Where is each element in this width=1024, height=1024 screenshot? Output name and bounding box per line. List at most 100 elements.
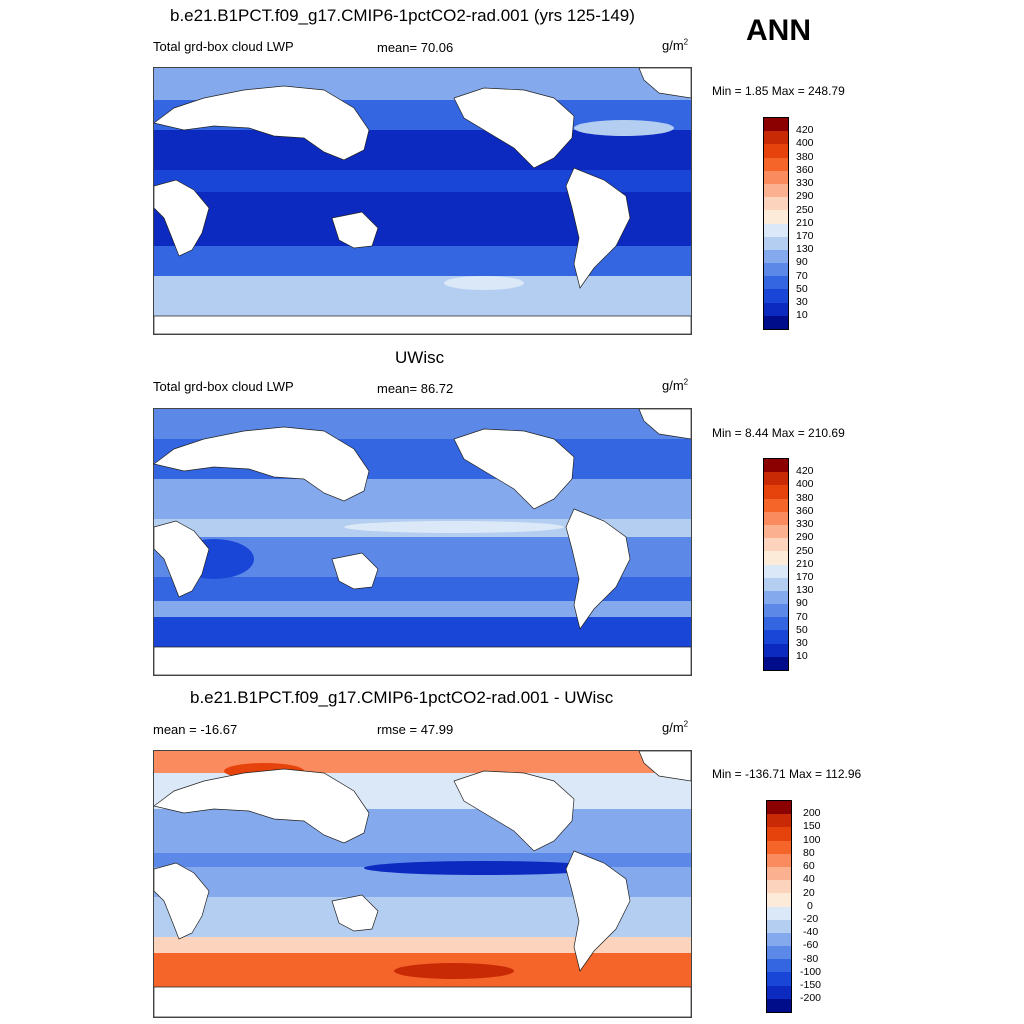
colorbar-label: 380 [796, 151, 814, 163]
colorbar-label: -150 [800, 979, 822, 991]
colorbar-swatch [767, 932, 791, 947]
colorbar-swatch [764, 144, 788, 158]
colorbar-swatch [764, 131, 788, 145]
colorbar-swatch [764, 302, 788, 316]
colorbar-label: 70 [796, 611, 808, 623]
panel-2-minmax: Min = 8.44 Max = 210.69 [712, 426, 845, 440]
colorbar-label: 40 [803, 873, 815, 885]
colorbar-label: 90 [796, 256, 808, 268]
colorbar-label: -40 [803, 926, 819, 938]
colorbar-swatch [764, 276, 788, 290]
colorbar-label: 10 [796, 650, 808, 662]
colorbar-label: 400 [796, 137, 814, 149]
colorbar-label: -80 [803, 953, 819, 965]
colorbar-label: -100 [800, 966, 822, 978]
colorbar-swatch [767, 853, 791, 867]
colorbar-swatch [767, 959, 791, 973]
colorbar-swatch [764, 617, 788, 631]
panel-2-units: g/m2 [662, 377, 689, 393]
colorbar-swatch [767, 866, 791, 881]
colorbar-swatch [764, 564, 788, 578]
colorbar-swatch [764, 498, 788, 512]
colorbar-swatch [764, 459, 788, 473]
colorbar-swatch [764, 236, 788, 250]
panel-1-map [153, 67, 692, 335]
colorbar-swatch [764, 223, 788, 237]
colorbar-swatch [764, 289, 788, 303]
colorbar-swatch [767, 801, 791, 815]
colorbar-label: 10 [796, 309, 808, 321]
colorbar-swatch [767, 985, 791, 999]
colorbar-swatch [767, 840, 791, 854]
colorbar-label: 150 [803, 820, 821, 832]
panel-3-title: b.e21.B1PCT.f09_g17.CMIP6-1pctCO2-rad.00… [190, 688, 614, 707]
colorbar-label: -200 [800, 992, 822, 1004]
colorbar-swatch [764, 524, 788, 539]
colorbar-swatch [767, 906, 791, 920]
panel-3-colorbar [766, 800, 792, 1013]
colorbar-label: 30 [796, 637, 808, 649]
colorbar-swatch [764, 656, 788, 670]
colorbar-label: 170 [796, 571, 814, 583]
panel-2-mean: mean= 86.72 [377, 381, 454, 396]
colorbar-label: 30 [796, 296, 808, 308]
panel-2-field-label: Total grd-box cloud LWP [153, 379, 294, 394]
colorbar-swatch [764, 197, 788, 211]
colorbar-swatch [764, 485, 788, 499]
colorbar-swatch [767, 893, 791, 907]
colorbar-label: 360 [796, 505, 814, 517]
colorbar-label: 60 [803, 860, 815, 872]
colorbar-label: 200 [803, 807, 821, 819]
colorbar-label: 330 [796, 177, 814, 189]
colorbar-label: 420 [796, 465, 814, 477]
colorbar-swatch [767, 880, 791, 894]
colorbar-label: 210 [796, 217, 814, 229]
panel-1-units: g/m2 [662, 37, 689, 53]
colorbar-swatch [764, 249, 788, 264]
colorbar-swatch [764, 511, 788, 525]
colorbar-label: 100 [803, 834, 821, 846]
colorbar-swatch [764, 604, 788, 618]
colorbar-label: 250 [796, 204, 814, 216]
panel-3-map [153, 750, 692, 1018]
colorbar-swatch [767, 919, 791, 933]
colorbar-label: 130 [796, 584, 814, 596]
colorbar-swatch [764, 577, 788, 591]
colorbar-swatch [767, 814, 791, 828]
colorbar-swatch [767, 998, 791, 1012]
colorbar-label: 290 [796, 531, 814, 543]
colorbar-label: -60 [803, 939, 819, 951]
colorbar-swatch [764, 590, 788, 605]
colorbar-swatch [764, 118, 788, 132]
colorbar-label: -20 [803, 913, 819, 925]
panel-2-title: UWisc [395, 348, 445, 367]
colorbar-label: 80 [803, 847, 815, 859]
colorbar-label: 420 [796, 124, 814, 136]
colorbar-swatch [764, 551, 788, 565]
colorbar-label: 250 [796, 545, 814, 557]
colorbar-swatch [764, 157, 788, 171]
colorbar-swatch [767, 972, 791, 986]
colorbar-label: 50 [796, 283, 808, 295]
colorbar-label: 330 [796, 518, 814, 530]
colorbar-label: 130 [796, 243, 814, 255]
panel-3-mean: mean = -16.67 [153, 722, 238, 737]
panel-1-mean: mean= 70.06 [377, 40, 454, 55]
colorbar-label: 210 [796, 558, 814, 570]
colorbar-label: 380 [796, 492, 814, 504]
colorbar-label: 360 [796, 164, 814, 176]
panel-2-colorbar [763, 458, 789, 671]
colorbar-label: 170 [796, 230, 814, 242]
colorbar-label: 400 [796, 478, 814, 490]
colorbar-swatch [764, 170, 788, 184]
colorbar-label: 90 [796, 597, 808, 609]
panel-3-units: g/m2 [662, 719, 689, 735]
panel-3-minmax: Min = -136.71 Max = 112.96 [712, 767, 862, 781]
colorbar-label: 20 [803, 887, 815, 899]
colorbar-label: 50 [796, 624, 808, 636]
colorbar-swatch [764, 183, 788, 198]
colorbar-swatch [764, 643, 788, 657]
panel-1-colorbar [763, 117, 789, 330]
colorbar-swatch [764, 538, 788, 552]
colorbar-label: 0 [807, 900, 813, 912]
